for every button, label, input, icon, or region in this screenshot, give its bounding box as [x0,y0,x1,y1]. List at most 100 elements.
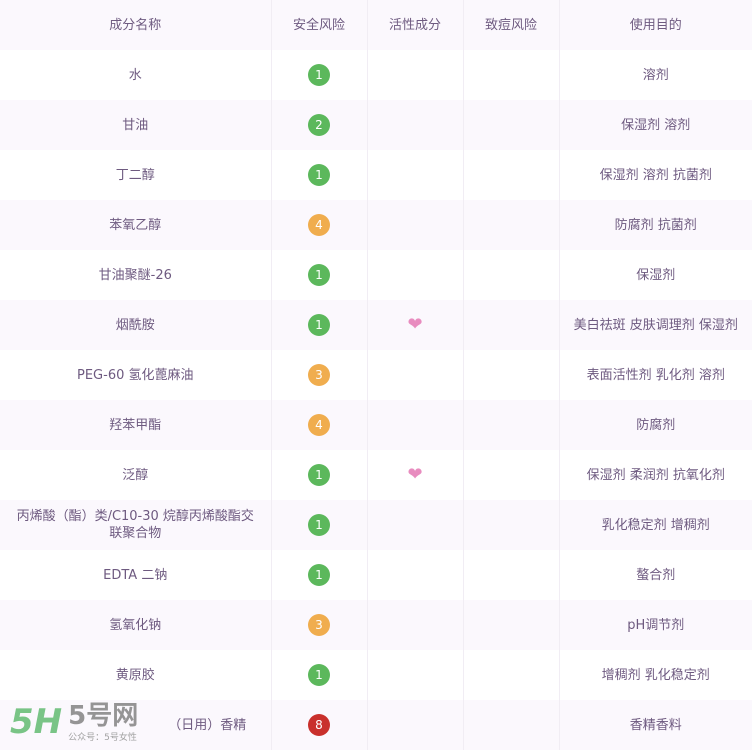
acne-cell [463,550,560,600]
ingredient-name: （日用）香精 [0,700,272,750]
risk-badge: 1 [308,464,330,486]
purpose-cell: 乳化稳定剂 增稠剂 [601,517,710,533]
ingredient-name: 苯氧乙醇 [0,200,272,250]
risk-badge: 8 [308,714,330,736]
risk-badge: 1 [308,664,330,686]
header-safety: 安全风险 [271,0,368,50]
active-cell [367,650,464,700]
active-cell: ❤ [367,450,464,500]
purpose-cell: 螯合剂 [636,567,676,583]
acne-cell [463,700,560,750]
table-row: 水 1 溶剂 [0,50,752,100]
header-active: 活性成分 [367,0,464,50]
purpose-cell: 防腐剂 [636,417,676,433]
watermark-logo: 5H [10,702,63,742]
header-purpose: 使用目的 [629,17,682,33]
risk-badge: 2 [308,114,330,136]
purpose-cell: 保湿剂 溶剂 [621,117,691,133]
purpose-cell: 溶剂 [642,67,669,83]
active-cell [367,700,464,750]
safety-cell: 2 [271,100,368,150]
acne-cell [463,650,560,700]
header-acne: 致痘风险 [463,0,560,50]
active-cell [367,550,464,600]
active-cell [367,100,464,150]
purpose-cell: 保湿剂 溶剂 抗菌剂 [599,167,712,183]
risk-badge: 1 [308,264,330,286]
safety-cell: 1 [271,450,368,500]
active-cell [367,200,464,250]
ingredient-name: 丙烯酸（酯）类/C10-30 烷醇丙烯酸酯交联聚合物 [0,500,272,550]
ingredient-name: 泛醇 [0,450,272,500]
table-row: EDTA 二钠 1 螯合剂 [0,550,752,600]
ingredient-name: 氢氧化钠 [0,600,272,650]
heart-icon: ❤ [407,313,423,335]
safety-cell: 1 [271,300,368,350]
safety-cell: 4 [271,200,368,250]
table-row: 丙烯酸（酯）类/C10-30 烷醇丙烯酸酯交联聚合物 1 乳化稳定剂 增稠剂 [0,500,752,550]
safety-cell: 1 [271,500,368,550]
acne-cell [463,150,560,200]
safety-cell: 1 [271,650,368,700]
purpose-cell: 美白祛斑 皮肤调理剂 保湿剂 [573,317,738,333]
purpose-cell: 香精香料 [629,717,682,733]
table-row: 甘油聚醚-26 1 保湿剂 [0,250,752,300]
acne-cell [463,300,560,350]
risk-badge: 1 [308,514,330,536]
ingredient-name: EDTA 二钠 [0,550,272,600]
table-row: PEG-60 氢化蓖麻油 3 表面活性剂 乳化剂 溶剂 [0,350,752,400]
active-cell: ❤ [367,300,464,350]
ingredient-name: 黄原胶 [0,650,272,700]
acne-cell [463,350,560,400]
ingredient-name: PEG-60 氢化蓖麻油 [0,350,272,400]
active-cell [367,500,464,550]
acne-cell [463,100,560,150]
safety-cell: 1 [271,250,368,300]
watermark-site: 5号网 [68,701,139,731]
active-cell [367,600,464,650]
purpose-cell: pH调节剂 [627,617,685,633]
table-row: 苯氧乙醇 4 防腐剂 抗菌剂 [0,200,752,250]
ingredient-name: 甘油聚醚-26 [0,250,272,300]
table-row: 丁二醇 1 保湿剂 溶剂 抗菌剂 [0,150,752,200]
purpose-cell: 保湿剂 柔润剂 抗氧化剂 [586,467,725,483]
purpose-cell: 增稠剂 乳化稳定剂 [601,667,710,683]
table-header: 成分名称 安全风险 活性成分 致痘风险 使用目的 [0,0,752,50]
safety-cell: 4 [271,400,368,450]
ingredient-name: 甘油 [0,100,272,150]
header-name: 成分名称 [0,0,272,50]
active-cell [367,400,464,450]
risk-badge: 4 [308,414,330,436]
purpose-cell: 保湿剂 [636,267,676,283]
safety-cell: 1 [271,150,368,200]
active-cell [367,150,464,200]
acne-cell [463,50,560,100]
table-row: 黄原胶 1 增稠剂 乳化稳定剂 [0,650,752,700]
table-row: 泛醇 1 ❤ 保湿剂 柔润剂 抗氧化剂 [0,450,752,500]
purpose-cell: 表面活性剂 乳化剂 溶剂 [586,367,725,383]
active-cell [367,350,464,400]
safety-cell: 3 [271,600,368,650]
risk-badge: 4 [308,214,330,236]
acne-cell [463,450,560,500]
safety-cell: 1 [271,550,368,600]
table-row: （日用）香精 8 香精香料 [0,700,752,750]
safety-cell: 8 [271,700,368,750]
ingredient-name: 烟酰胺 [0,300,272,350]
acne-cell [463,500,560,550]
ingredient-name: 水 [0,50,272,100]
watermark-account: 公众号：5号女性 [68,733,137,743]
safety-cell: 3 [271,350,368,400]
ingredient-name: 羟苯甲酯 [0,400,272,450]
risk-badge: 1 [308,564,330,586]
ingredient-name: 丁二醇 [0,150,272,200]
safety-cell: 1 [271,50,368,100]
active-cell [367,250,464,300]
table-row: 烟酰胺 1 ❤ 美白祛斑 皮肤调理剂 保湿剂 [0,300,752,350]
watermark: 5H 5号网 公众号：5号女性 [10,702,138,743]
risk-badge: 3 [308,364,330,386]
risk-badge: 1 [308,164,330,186]
table-row: 甘油 2 保湿剂 溶剂 [0,100,752,150]
acne-cell [463,400,560,450]
